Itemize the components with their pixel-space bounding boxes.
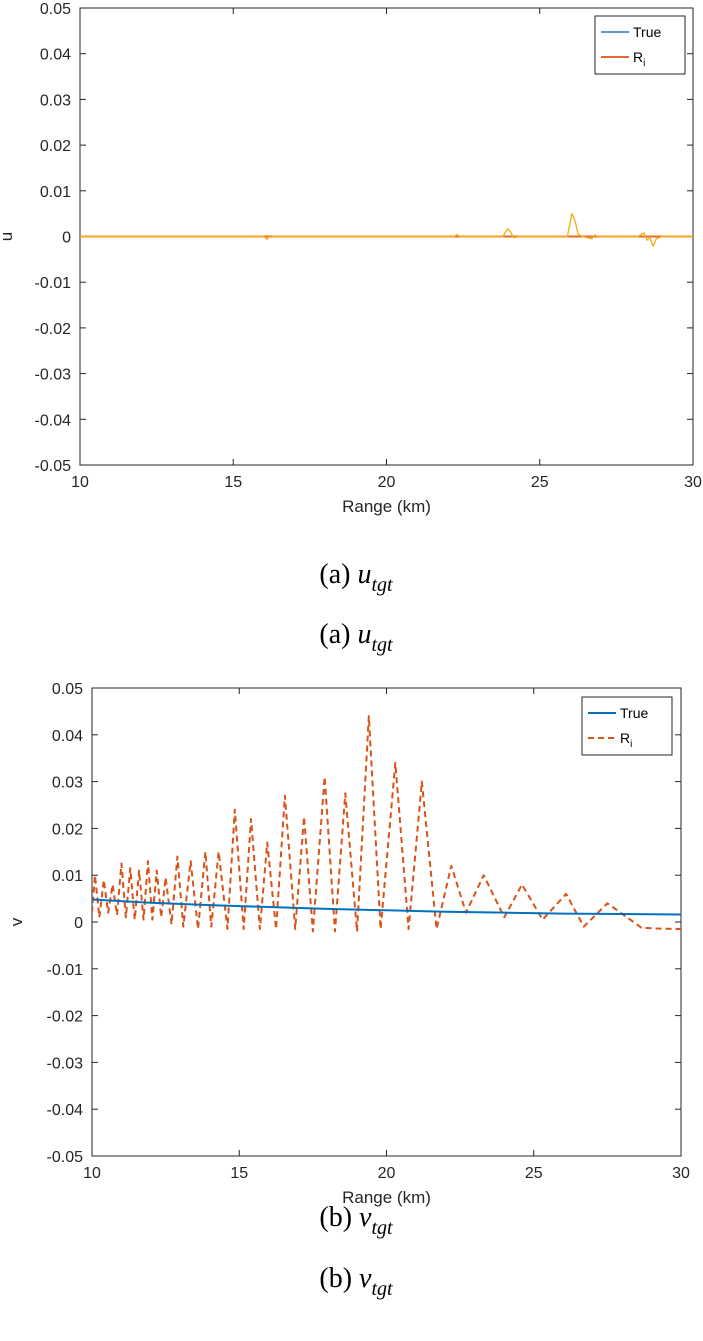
legend-box: [581, 696, 673, 756]
figure-caption: (a) utgt: [319, 619, 393, 656]
x-tick-label: 25: [525, 1165, 543, 1182]
chart-v: 10 15 20 25 30 0.05 0.04 0.03 0.02 0.01 0 -0.01 -0.0…: [7, 681, 690, 1300]
caption-variable: u: [357, 619, 371, 650]
y-tick-label: 0: [62, 230, 71, 247]
plot-area: [91, 687, 682, 1157]
caption-prefix: (a): [319, 619, 357, 650]
y-tick-label: 0.03: [52, 775, 83, 792]
legend-label: True: [633, 24, 661, 40]
figure-caption: (a) utgt: [319, 559, 393, 596]
y-tick-label: 0.05: [40, 1, 71, 18]
x-tick-label: 15: [230, 1165, 248, 1182]
caption-prefix: (b): [319, 1202, 359, 1233]
y-tick-label: 0.02: [52, 821, 83, 838]
figure-caption: (b) vtgt: [319, 1263, 393, 1300]
y-tick-label: -0.03: [35, 367, 72, 384]
y-tick-label: 0: [74, 915, 83, 932]
legend: True Ri: [581, 696, 673, 756]
y-tick-label: -0.01: [47, 962, 84, 979]
y-tick-label: 0.05: [52, 681, 83, 698]
caption-subscript: tgt: [371, 1217, 393, 1239]
y-tick-label: -0.04: [35, 412, 72, 429]
legend-label: True: [620, 705, 648, 721]
y-tick-label: -0.01: [35, 275, 72, 292]
y-tick-label: 0.01: [52, 868, 83, 885]
series-line-r: [92, 715, 681, 933]
series-group: [80, 212, 693, 248]
y-tick-label: -0.03: [47, 1055, 84, 1072]
y-tick-label: -0.05: [35, 458, 72, 475]
y-tick-label: -0.04: [47, 1102, 84, 1119]
x-tick-label: 10: [71, 474, 89, 491]
y-axis-label: v: [7, 917, 26, 926]
legend-label-subscript: i: [643, 58, 645, 69]
caption-subscript: tgt: [371, 634, 393, 656]
caption-variable: v: [359, 1263, 372, 1294]
x-tick-label: 30: [672, 1165, 690, 1182]
caption-variable: v: [359, 1202, 372, 1233]
legend: True Ri: [594, 15, 686, 75]
x-tick-label: 20: [378, 1165, 396, 1182]
y-tick-label: 0.04: [52, 728, 83, 745]
caption-subscript: tgt: [371, 1278, 393, 1300]
caption-variable: u: [357, 559, 371, 590]
legend-label: Ri: [620, 730, 632, 750]
x-tick-label: 25: [531, 474, 549, 491]
chart-u: 10 15 20 25 30 0.05 0.04 0.03 0.02 0.01 0 -0.01 -0.0…: [0, 1, 702, 656]
y-tick-label: 0.03: [40, 92, 71, 109]
series-line-extra: [80, 212, 693, 248]
y-axis-label: u: [0, 232, 16, 241]
y-tick-label: 0.02: [40, 138, 71, 155]
legend-box: [594, 15, 686, 75]
y-tick-label: -0.02: [35, 321, 72, 338]
y-tick-label: 0.01: [40, 184, 71, 201]
x-axis-label: Range (km): [342, 1188, 431, 1207]
caption-prefix: (a): [319, 559, 357, 590]
x-tick-label: 30: [684, 474, 702, 491]
caption-prefix: (b): [319, 1263, 359, 1294]
legend-label-subscript: i: [630, 739, 632, 750]
x-tick-label: 10: [83, 1165, 101, 1182]
y-tick-label: 0.04: [40, 47, 71, 64]
legend-label: Ri: [633, 49, 645, 69]
x-tick-label: 20: [378, 474, 396, 491]
caption-subscript: tgt: [371, 574, 393, 596]
figure-caption: (b) vtgt: [319, 1202, 393, 1239]
series-line-true: [92, 898, 681, 916]
x-tick-label: 15: [224, 474, 242, 491]
x-axis-label: Range (km): [342, 497, 431, 516]
y-tick-label: -0.05: [47, 1149, 84, 1166]
y-tick-label: -0.02: [47, 1009, 84, 1026]
series-group: [92, 715, 681, 933]
